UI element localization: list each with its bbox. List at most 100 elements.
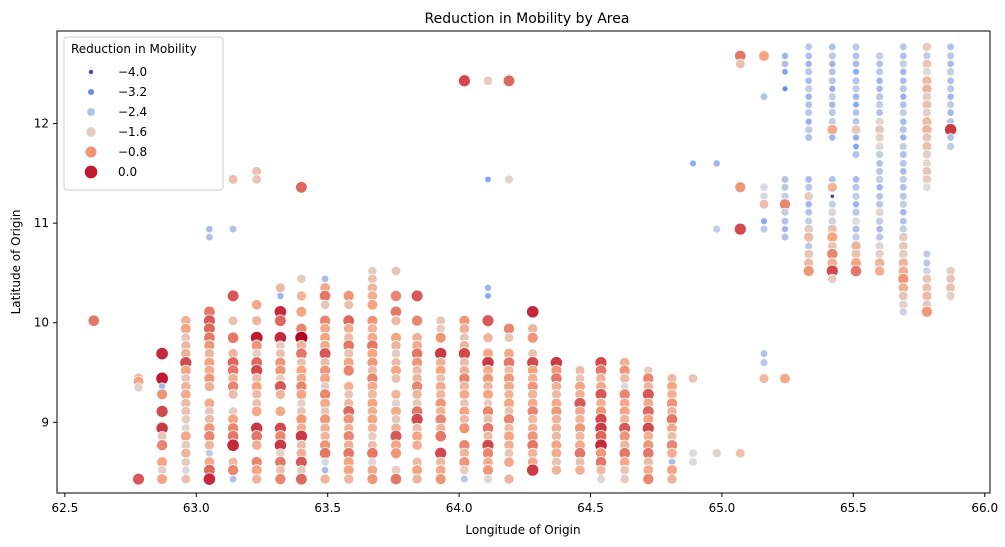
data-point (156, 473, 168, 485)
data-point (759, 224, 769, 234)
data-point (343, 389, 354, 400)
data-point (274, 314, 287, 327)
data-point (779, 372, 791, 385)
data-point (390, 447, 402, 460)
data-point (319, 473, 331, 485)
data-point (898, 42, 908, 52)
data-point (156, 388, 169, 401)
data-point (826, 231, 839, 243)
legend-marker (86, 127, 96, 137)
data-point (711, 448, 722, 459)
data-point (780, 207, 790, 217)
data-point (875, 100, 885, 110)
data-point (503, 473, 515, 485)
data-point (574, 464, 586, 476)
data-point (484, 175, 492, 184)
legend-box (63, 36, 224, 191)
legend-entry: −2.4 (87, 105, 147, 119)
data-point (295, 472, 308, 486)
data-point (276, 291, 285, 300)
data-point (875, 216, 885, 226)
data-point (946, 108, 955, 117)
data-point (458, 388, 471, 401)
data-point (875, 150, 885, 159)
data-point (458, 323, 470, 335)
data-point (804, 76, 813, 85)
data-point (875, 108, 884, 117)
data-point (319, 299, 331, 310)
data-point (411, 473, 423, 485)
data-point (851, 51, 861, 61)
data-point (898, 191, 908, 201)
data-point (735, 58, 746, 70)
data-point (180, 447, 192, 459)
y-tick-label: 9 (41, 415, 49, 429)
data-point (689, 159, 697, 168)
data-point (482, 388, 494, 401)
data-point (826, 123, 839, 136)
data-point (712, 159, 721, 168)
data-point (946, 76, 955, 86)
data-point (180, 473, 192, 485)
data-point (482, 75, 494, 86)
data-point (804, 51, 813, 61)
data-point (875, 92, 884, 102)
data-point (483, 474, 493, 484)
data-point (482, 464, 494, 477)
data-point (227, 464, 240, 477)
data-point (390, 348, 402, 359)
data-point (920, 305, 933, 318)
data-point (899, 76, 908, 85)
data-point (458, 422, 471, 435)
data-point (875, 199, 884, 209)
x-tick-label: 62.5 (52, 501, 79, 515)
data-point (828, 100, 837, 109)
data-point (366, 298, 379, 311)
data-points (87, 41, 958, 486)
data-point (946, 51, 955, 61)
data-point (898, 84, 908, 94)
data-point (804, 133, 813, 142)
data-point (596, 474, 606, 484)
data-point (827, 207, 838, 218)
x-tick-label: 65.5 (840, 501, 867, 515)
data-point (251, 174, 262, 185)
legend-label: −0.8 (118, 145, 147, 159)
data-point (875, 192, 884, 201)
data-point (780, 232, 790, 242)
legend-entries: −4.0 −3.2 −2.4 −1.6 −0.8 0.0 (84, 65, 147, 179)
data-point (945, 273, 956, 285)
data-point (827, 108, 837, 117)
data-point (758, 373, 770, 384)
data-point (295, 388, 308, 401)
data-point (851, 207, 861, 217)
data-point (250, 405, 263, 418)
data-point (734, 181, 747, 194)
data-point (899, 208, 908, 217)
data-point (367, 273, 378, 285)
data-point (688, 448, 698, 458)
data-point (390, 265, 402, 277)
data-point (828, 84, 837, 93)
data-point (804, 207, 813, 217)
data-point (759, 349, 769, 358)
data-point (899, 67, 908, 76)
data-point (133, 382, 144, 393)
data-point (804, 125, 814, 135)
data-point (852, 133, 860, 142)
data-point (802, 265, 815, 277)
data-point (780, 216, 790, 226)
data-point (849, 264, 863, 278)
data-point (780, 182, 790, 192)
data-point (827, 51, 837, 61)
data-point (804, 175, 813, 184)
data-point (411, 314, 424, 327)
data-point (851, 182, 861, 192)
data-point (803, 248, 814, 260)
data-point (274, 473, 287, 486)
data-point (434, 430, 447, 443)
legend: Reduction in Mobility −4.0 −3.2 −2.4 −1.6 −0… (63, 36, 224, 191)
data-point (804, 59, 813, 68)
data-point (873, 265, 886, 277)
legend-label: −2.4 (118, 105, 147, 119)
